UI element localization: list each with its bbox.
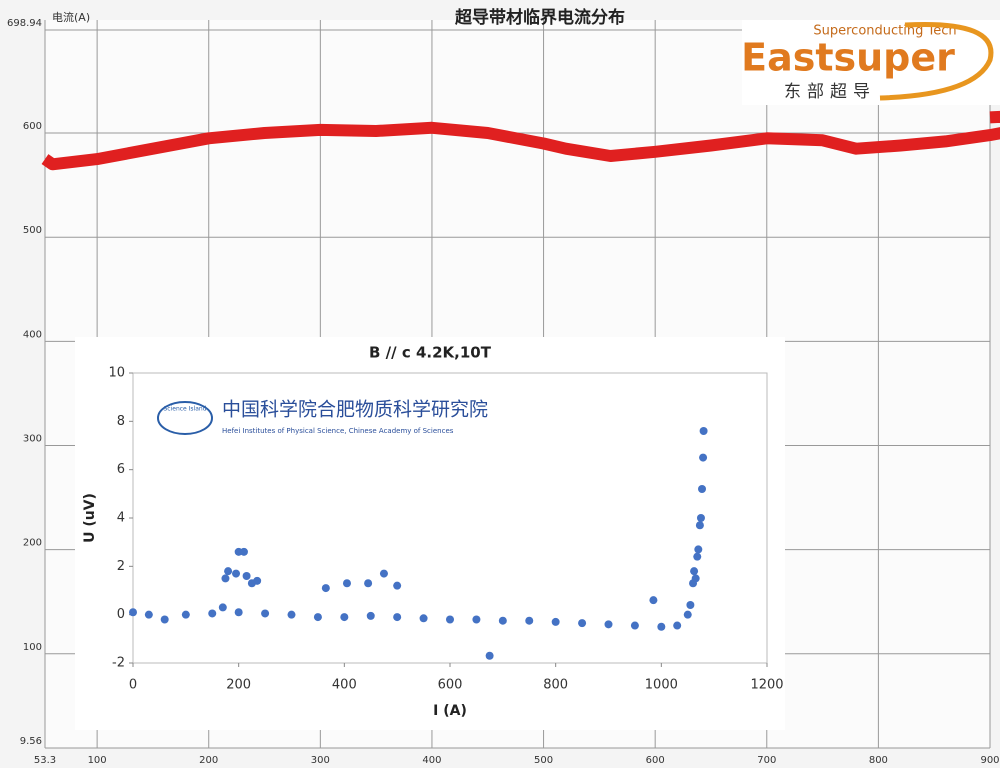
institute-name: 中国科学院合肥物质科学研究院	[222, 399, 488, 421]
point	[144, 610, 153, 619]
point	[313, 613, 322, 622]
logo-swoosh	[879, 21, 994, 101]
point	[340, 613, 349, 622]
logo-tagline: Superconducting Tech	[813, 24, 956, 39]
y-tick-label: 0	[117, 607, 125, 622]
y-tick-label: 200	[23, 538, 42, 549]
point	[690, 567, 699, 576]
y-tick-label: 6	[117, 462, 125, 477]
x-tick-label: 900	[980, 755, 999, 766]
logo-chinese: 东部超导	[784, 82, 876, 102]
point	[242, 572, 251, 580]
point	[683, 610, 692, 619]
point	[673, 621, 682, 630]
point	[253, 576, 262, 585]
point	[364, 579, 373, 588]
point	[261, 609, 270, 618]
point	[181, 610, 190, 619]
y-tick-label: 400	[23, 329, 42, 340]
point	[218, 603, 227, 612]
x-tick-label: 400	[332, 678, 357, 693]
y-tick-label: 9.56	[20, 736, 42, 747]
point	[649, 596, 658, 605]
x-tick-label: 700	[757, 755, 776, 766]
inset-panel	[75, 337, 785, 730]
x-tick-label: 200	[199, 755, 218, 766]
point	[691, 574, 700, 583]
x-tick-label: 1000	[645, 678, 678, 693]
x-tick-label: 300	[311, 755, 330, 766]
point	[234, 608, 243, 617]
chart-title: 超导带材临界电流分布	[455, 7, 625, 28]
x-tick-label: 200	[226, 678, 251, 693]
point	[525, 616, 534, 625]
x-tick-label: 400	[422, 755, 441, 766]
point	[699, 427, 708, 435]
logo-box	[742, 20, 1000, 105]
point	[342, 579, 351, 588]
x-tick-label: 800	[869, 755, 888, 766]
y-tick-label: 300	[23, 434, 42, 445]
x-tick-label: 800	[543, 678, 568, 693]
point	[485, 651, 494, 660]
point	[379, 569, 388, 578]
point	[630, 621, 639, 630]
point	[551, 617, 560, 626]
point	[446, 615, 454, 624]
y-tick-label: 100	[23, 642, 42, 653]
point	[698, 485, 707, 493]
y-tick-label: 8	[117, 414, 125, 429]
y-axis-label: U (uV)	[82, 493, 98, 543]
y-tick-label: 10	[108, 366, 125, 381]
x-tick-label: 600	[438, 678, 463, 693]
point	[699, 453, 708, 462]
y-tick-label: 2	[117, 559, 125, 574]
point	[686, 601, 695, 609]
point	[239, 547, 248, 556]
institute-emblem	[157, 401, 213, 435]
logo-brand: Eastsuper	[741, 36, 955, 80]
x-axis-label: I (A)	[433, 703, 467, 719]
y-tick-label: 500	[23, 225, 42, 236]
point	[695, 521, 704, 530]
x-tick-label: 500	[534, 755, 553, 766]
point	[221, 574, 230, 583]
y-tick-label: 698.94	[7, 18, 42, 29]
x-tick-label: 600	[646, 755, 665, 766]
point	[129, 608, 137, 617]
x-tick-label: 1200	[750, 678, 783, 693]
point	[160, 615, 169, 624]
institute-emblem-text: Science Island	[163, 406, 206, 413]
point	[321, 584, 330, 593]
point	[694, 545, 703, 554]
point	[604, 620, 613, 629]
point	[657, 622, 666, 631]
point	[419, 614, 428, 623]
point	[693, 552, 702, 561]
y-tick-label: -2	[112, 656, 125, 671]
institute-english: Hefei Institutes of Physical Science, Ch…	[222, 427, 454, 435]
y-tick-label: 600	[23, 121, 42, 132]
point	[232, 569, 241, 578]
y-tick-label: 4	[117, 511, 125, 526]
point	[393, 613, 402, 622]
point	[578, 619, 587, 628]
y-axis-label: 电流(A)	[52, 10, 90, 24]
point	[393, 581, 402, 590]
x-tick-label: 100	[88, 755, 107, 766]
data-line	[41, 110, 1000, 171]
point	[498, 616, 507, 625]
point	[287, 610, 296, 619]
point	[366, 611, 375, 620]
inset-title: B // c 4.2K,10T	[369, 344, 492, 362]
x-tick-label: 53.3	[34, 755, 56, 766]
x-tick-label: 0	[129, 678, 137, 693]
inset-chart: -2 0 2 4 6 8 10 0 200 400 600 800 1000 1200	[108, 366, 783, 693]
point	[696, 514, 705, 522]
point	[472, 615, 481, 624]
point	[224, 567, 233, 576]
point	[208, 609, 217, 618]
